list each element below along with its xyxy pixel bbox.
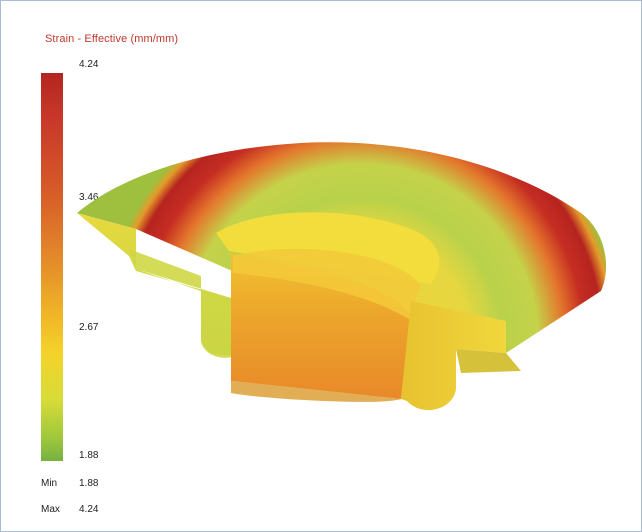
color-scale-bar	[41, 73, 63, 461]
cavity-back-wall	[233, 248, 421, 319]
legend-tick-max: 4.24	[79, 59, 99, 70]
min-label: Min	[41, 478, 58, 489]
legend-tick-upper: 3.46	[79, 192, 99, 203]
right-flange	[456, 349, 521, 373]
max-value: 4.24	[79, 504, 99, 515]
left-flange	[129, 249, 241, 358]
right-cut-face	[401, 301, 506, 411]
bottom-rim	[231, 381, 401, 402]
min-value: 1.88	[79, 478, 99, 489]
legend-tick-min: 1.88	[79, 450, 99, 461]
legend-tick-lower: 2.67	[79, 322, 99, 333]
max-label: Max	[41, 504, 60, 515]
legend-title: Strain - Effective (mm/mm)	[45, 33, 179, 45]
